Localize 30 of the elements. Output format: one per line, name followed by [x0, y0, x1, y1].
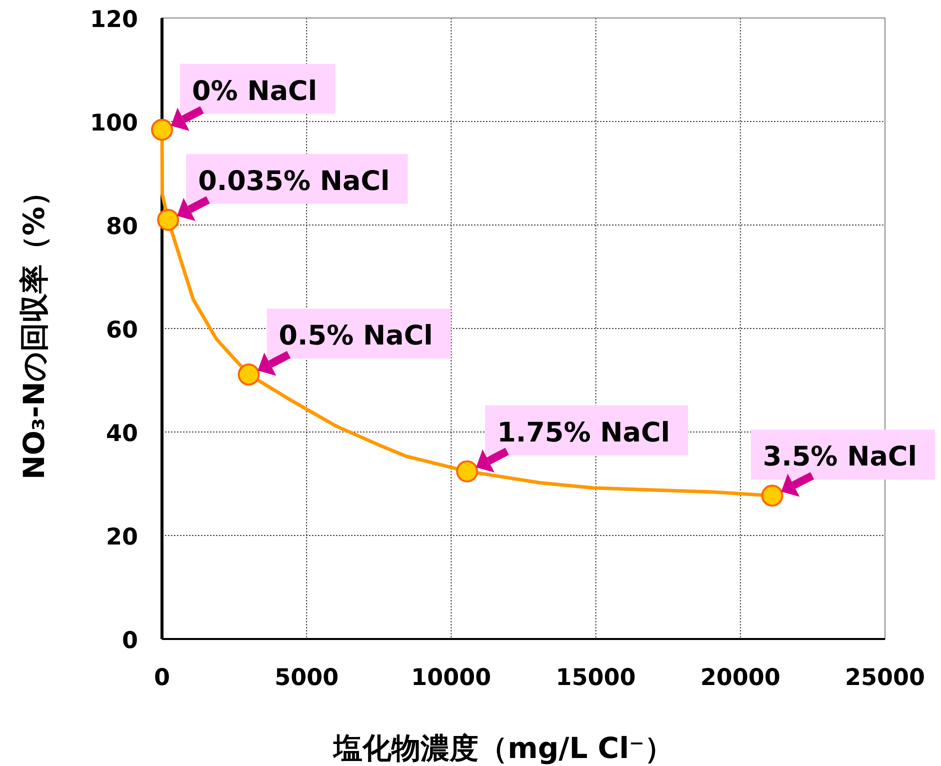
x-tick-label: 20000 — [700, 665, 780, 691]
annotation: 0% NaCl — [192, 76, 318, 107]
annotation: 3.5% NaCl — [750, 430, 935, 497]
x-tick-label: 10000 — [411, 665, 492, 691]
y-tick-label: 40 — [106, 421, 138, 447]
y-tick-label: 60 — [106, 318, 138, 344]
annotation: 0.5% NaCl — [278, 320, 433, 352]
point — [151, 118, 173, 141]
point — [157, 208, 180, 231]
x-tick-label: 0 — [154, 665, 170, 691]
annotation: 1.75% NaCl — [497, 417, 670, 448]
point — [761, 484, 784, 507]
x-tick-label: 25000 — [844, 665, 926, 691]
annotation: 0.035% NaCl — [177, 154, 408, 221]
x-axis-title: 塩化物濃度（mg/L Cl⁻） — [332, 731, 674, 765]
annotation: 1.75% NaCl — [476, 405, 688, 472]
y-tick-label: 80 — [106, 214, 138, 240]
annotation: 0.5% NaCl — [258, 308, 451, 376]
y-tick-label: 100 — [90, 110, 138, 136]
y-tick-label: 120 — [90, 7, 138, 33]
y-tick-label: 0 — [122, 628, 138, 654]
x-tick-label: 15000 — [556, 665, 636, 691]
annotation: 3.5% NaCl — [762, 442, 917, 473]
annotation: 0% NaCl — [171, 64, 336, 131]
annotation: 0.035% NaCl — [198, 166, 390, 197]
point — [238, 364, 260, 386]
y-tick-label: 20 — [106, 524, 138, 550]
point — [456, 460, 478, 482]
x-tick-label: 5000 — [274, 665, 339, 691]
y-axis-title: NO₃-Nの回収率（%） — [17, 178, 51, 480]
